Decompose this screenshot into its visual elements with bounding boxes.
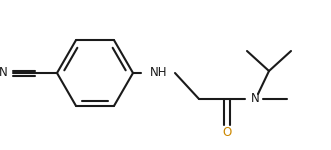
Text: O: O bbox=[222, 126, 232, 140]
Text: N: N bbox=[0, 66, 8, 80]
Text: N: N bbox=[251, 93, 260, 105]
Text: NH: NH bbox=[150, 66, 168, 80]
